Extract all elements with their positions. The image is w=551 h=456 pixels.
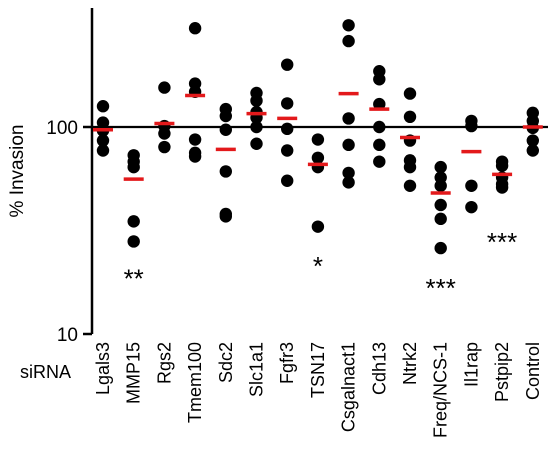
data-point (495, 159, 509, 172)
data-point (342, 112, 355, 125)
data-point (219, 210, 232, 223)
data-point (158, 81, 171, 94)
data-point (465, 179, 478, 192)
data-point (158, 140, 171, 154)
data-point (219, 123, 232, 136)
data-point (434, 179, 447, 192)
data-point (281, 144, 294, 157)
significance-label: *** (487, 227, 517, 257)
y-tick-label: 10 (57, 325, 78, 346)
category-label: Control (523, 342, 543, 400)
data-point (96, 100, 110, 113)
y-axis-title: % Invasion (7, 125, 28, 218)
data-point (342, 34, 355, 48)
data-point (96, 134, 110, 147)
category-label: Sdc2 (216, 342, 236, 383)
data-point (526, 134, 539, 147)
data-point (434, 198, 447, 212)
category-label: Tmem100 (185, 342, 205, 423)
data-point (311, 133, 325, 146)
data-point (281, 58, 294, 71)
data-point (403, 179, 417, 192)
data-point (526, 144, 539, 157)
category-label: Slc1a1 (247, 342, 267, 397)
data-point (342, 166, 355, 180)
data-point (219, 165, 232, 178)
category-label: Rgs2 (154, 342, 174, 384)
data-point (434, 241, 447, 255)
category-label: Fgfr3 (277, 342, 297, 384)
data-point (250, 94, 263, 107)
data-point (434, 212, 447, 226)
data-point (465, 200, 478, 214)
category-label: MMP15 (124, 342, 144, 404)
data-point (188, 133, 202, 146)
data-point (373, 120, 386, 134)
data-point (495, 181, 509, 194)
data-point (127, 235, 140, 248)
data-point (281, 122, 294, 136)
data-point (465, 119, 478, 133)
significance-label: * (313, 251, 323, 281)
category-label: Csgalnact1 (339, 342, 359, 432)
data-point (373, 73, 386, 86)
category-label: TSN17 (308, 342, 328, 398)
data-point (434, 160, 447, 174)
data-point (281, 97, 294, 110)
data-point (158, 127, 171, 140)
data-point (311, 220, 325, 233)
data-point (403, 110, 417, 124)
data-point (342, 19, 355, 32)
data-point (96, 144, 110, 157)
data-point (250, 120, 263, 134)
data-point (127, 215, 140, 228)
y-tick-label: 100 (46, 118, 78, 139)
data-point (188, 150, 202, 163)
significance-label: *** (426, 273, 456, 303)
category-label: Ntrk2 (400, 342, 420, 385)
data-point (342, 176, 355, 189)
data-point (188, 22, 202, 35)
category-label: Lgals3 (93, 342, 113, 395)
data-point (219, 109, 232, 123)
category-label: Cdh13 (369, 342, 389, 395)
data-point (281, 174, 294, 187)
data-point (342, 138, 355, 152)
data-point (250, 137, 263, 150)
data-point (403, 160, 417, 174)
category-label: Il1rap (461, 342, 481, 387)
data-point (373, 138, 386, 152)
category-label: Pstpip2 (492, 342, 512, 402)
category-label: Freq/NCS-1 (431, 342, 451, 438)
significance-label: ** (124, 264, 144, 294)
data-point (311, 151, 325, 164)
data-point (127, 160, 140, 174)
data-point (403, 87, 417, 100)
data-point (373, 155, 386, 168)
data-point (373, 97, 386, 111)
x-prefix-label: siRNA (20, 362, 71, 382)
